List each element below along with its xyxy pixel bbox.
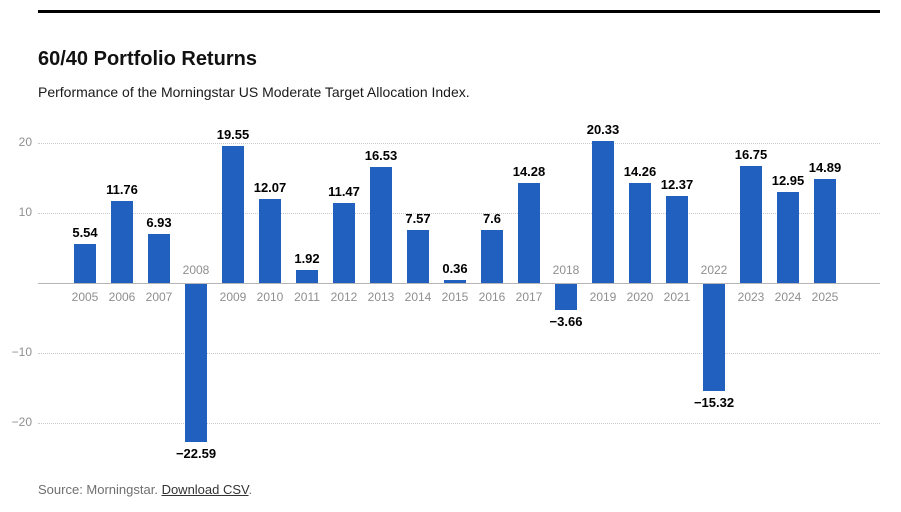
bar-value-label: 7.6 bbox=[482, 210, 502, 226]
bar-2009 bbox=[222, 146, 244, 283]
x-tick-label: 2013 bbox=[367, 290, 395, 304]
bar-2022 bbox=[703, 284, 725, 392]
bar-value-label: −22.59 bbox=[175, 446, 217, 462]
bar-value-label: 14.26 bbox=[623, 164, 657, 180]
bar-2023 bbox=[740, 165, 762, 283]
bar-value-label: 7.57 bbox=[405, 211, 431, 226]
bar-value-label: 12.07 bbox=[253, 179, 287, 195]
x-tick-label: 2015 bbox=[441, 290, 469, 304]
bar-2025 bbox=[814, 178, 836, 283]
bar-value-label: 0.36 bbox=[442, 261, 468, 277]
bar-2014 bbox=[407, 230, 429, 283]
bar-2010 bbox=[259, 198, 281, 283]
bar-2015 bbox=[444, 280, 466, 283]
x-tick-label: 2011 bbox=[294, 290, 320, 304]
gridline bbox=[38, 353, 880, 354]
x-tick-label: 2016 bbox=[478, 290, 506, 304]
x-tick-label: 2008 bbox=[182, 263, 210, 277]
bar-2007 bbox=[148, 234, 170, 283]
y-tick-label: −20 bbox=[11, 415, 32, 429]
bar-2021 bbox=[666, 196, 688, 283]
x-tick-label: 2020 bbox=[626, 290, 654, 304]
bar-value-label: 14.89 bbox=[808, 159, 842, 175]
bar-value-label: 16.75 bbox=[734, 146, 768, 162]
gridline bbox=[38, 143, 880, 144]
x-tick-label: 2023 bbox=[737, 290, 765, 304]
bar-2024 bbox=[777, 192, 799, 283]
source-note: Source: Morningstar. Download CSV. bbox=[38, 482, 252, 497]
bar-2006 bbox=[111, 200, 133, 283]
x-tick-label: 2022 bbox=[700, 263, 728, 277]
bar-2008 bbox=[185, 284, 207, 443]
x-tick-label: 2012 bbox=[330, 290, 358, 304]
bar-value-label: 12.95 bbox=[771, 173, 805, 189]
x-tick-label: 2025 bbox=[811, 290, 839, 304]
bar-2012 bbox=[333, 202, 355, 283]
source-suffix: . bbox=[248, 482, 253, 497]
source-text: Source: Morningstar. bbox=[38, 482, 162, 497]
y-tick-label: 20 bbox=[18, 135, 32, 149]
bar-2016 bbox=[481, 229, 503, 283]
y-tick-label: 10 bbox=[18, 205, 32, 219]
x-tick-label: 2018 bbox=[552, 263, 580, 277]
bar-value-label: −3.66 bbox=[549, 313, 583, 329]
bar-value-label: 20.33 bbox=[586, 121, 620, 137]
bar-2020 bbox=[629, 183, 651, 283]
x-tick-label: 2007 bbox=[145, 290, 173, 304]
gridline bbox=[38, 213, 880, 214]
bar-value-label: 11.47 bbox=[328, 183, 360, 199]
y-tick-label: −10 bbox=[11, 345, 32, 359]
x-tick-label: 2024 bbox=[774, 290, 802, 304]
zero-axis-line bbox=[38, 283, 880, 284]
bar-2019 bbox=[592, 140, 614, 283]
bar-2018 bbox=[555, 284, 577, 310]
x-tick-label: 2010 bbox=[256, 290, 284, 304]
bar-value-label: 5.54 bbox=[72, 225, 98, 241]
chart-subtitle: Performance of the Morningstar US Modera… bbox=[38, 84, 470, 100]
x-tick-label: 2021 bbox=[663, 290, 691, 304]
x-tick-label: 2017 bbox=[515, 290, 543, 304]
chart-title: 60/40 Portfolio Returns bbox=[38, 48, 257, 70]
x-tick-label: 2005 bbox=[71, 290, 99, 304]
download-csv-link[interactable]: Download CSV bbox=[161, 482, 249, 497]
bar-2017 bbox=[518, 183, 540, 283]
x-tick-label: 2009 bbox=[219, 290, 247, 304]
gridline bbox=[38, 423, 880, 424]
bar-value-label: 1.92 bbox=[294, 250, 320, 266]
bar-2013 bbox=[370, 167, 392, 283]
bar-value-label: 16.53 bbox=[364, 148, 398, 164]
bar-value-label: 12.37 bbox=[660, 177, 694, 193]
bar-value-label: −15.32 bbox=[693, 395, 735, 411]
bar-value-label: 19.55 bbox=[216, 127, 250, 143]
bar-value-label: 6.93 bbox=[146, 215, 172, 231]
x-tick-label: 2014 bbox=[404, 290, 432, 304]
bar-2005 bbox=[74, 244, 96, 283]
x-tick-label: 2019 bbox=[589, 290, 617, 304]
bar-value-label: 11.76 bbox=[106, 181, 138, 197]
top-rule bbox=[38, 10, 880, 13]
bar-2011 bbox=[296, 269, 318, 283]
bar-value-label: 14.28 bbox=[512, 164, 546, 180]
x-tick-label: 2006 bbox=[108, 290, 136, 304]
